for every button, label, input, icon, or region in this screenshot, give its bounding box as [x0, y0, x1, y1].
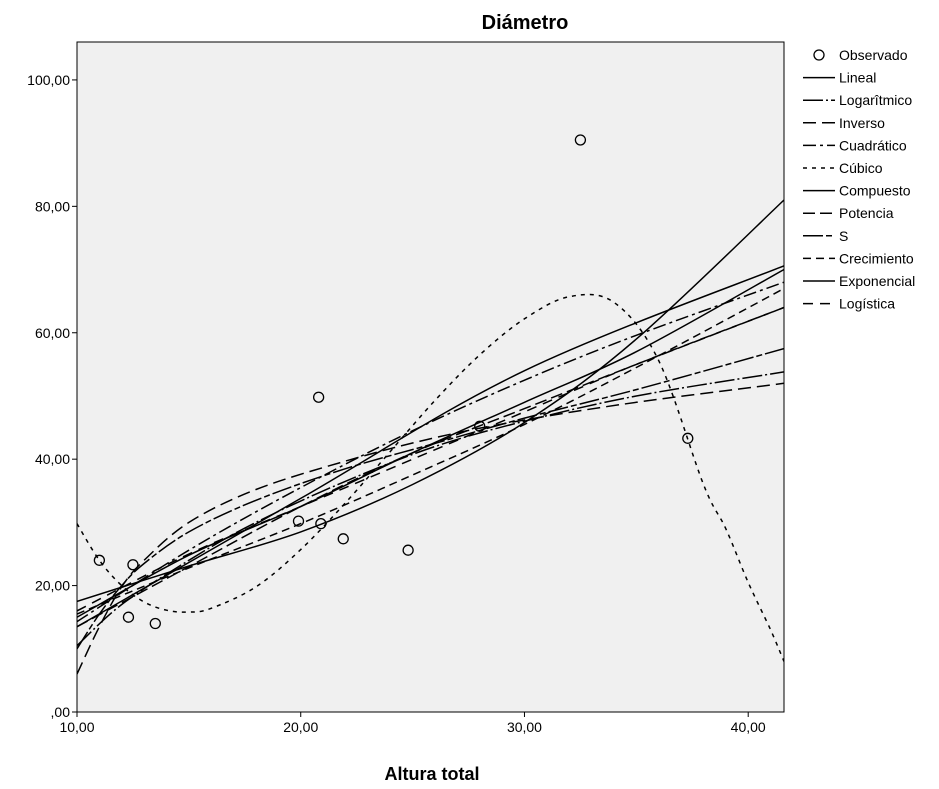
- observed-points: [93, 134, 694, 630]
- observed-point: [292, 515, 305, 527]
- legend-item-logistica: Logística: [803, 296, 895, 312]
- legend: Observado Lineal Logarîtmico Inverso Cuadrát…: [803, 47, 915, 312]
- legend-item-s: S: [803, 228, 848, 244]
- curve-exponencial: [77, 268, 784, 618]
- y-tick-label: 40,00: [35, 451, 70, 467]
- legend-label: Crecimiento: [839, 250, 914, 266]
- legend-item-exponencial: Exponencial: [803, 273, 915, 289]
- legend-label: Potencia: [839, 205, 894, 221]
- legend-label: Logarîtmico: [839, 92, 912, 108]
- y-tick-label: 60,00: [35, 325, 70, 341]
- observed-point: [312, 391, 325, 403]
- curve-crecimiento: [77, 287, 784, 615]
- x-tick-label: 30,00: [507, 719, 542, 735]
- x-axis-title: Altura total: [384, 764, 479, 784]
- curve-logaritmico: [77, 371, 784, 647]
- y-tick-label: 100,00: [27, 72, 70, 88]
- curve-cubico: [77, 293, 784, 662]
- observed-point: [149, 617, 161, 630]
- y-tick-label: 20,00: [35, 578, 70, 594]
- legend-label: S: [839, 228, 848, 244]
- observed-point: [682, 432, 694, 444]
- legend-item-cubico: Cúbico: [803, 160, 883, 176]
- observed-point: [402, 544, 414, 556]
- observed-point: [93, 554, 106, 566]
- x-tick-label: 40,00: [731, 719, 766, 735]
- legend-label: Exponencial: [839, 273, 915, 289]
- plot-frame: [76, 41, 785, 713]
- legend-label: Logística: [839, 296, 895, 312]
- legend-marker: [813, 49, 825, 61]
- x-tick-label: 10,00: [59, 719, 94, 735]
- legend-item-crecimiento: Crecimiento: [803, 250, 914, 266]
- legend-label: Cuadrático: [839, 137, 907, 153]
- x-axis: 10,00 20,00 30,00 40,00: [59, 712, 766, 735]
- observed-point: [315, 517, 327, 530]
- observed-point: [127, 559, 139, 571]
- legend-item-lineal: Lineal: [803, 70, 876, 86]
- legend-label: Compuesto: [839, 183, 911, 199]
- curve-s: [77, 347, 784, 650]
- y-axis: ,00 20,00 40,00 60,00 80,00 100,00: [27, 72, 77, 720]
- curve-cuadratico: [77, 281, 784, 623]
- y-tick-label: 80,00: [35, 198, 70, 214]
- legend-label: Cúbico: [839, 160, 883, 176]
- legend-item-compuesto: Compuesto: [803, 183, 911, 199]
- observed-point: [122, 611, 135, 623]
- legend-item-cuadratico: Cuadrático: [803, 137, 907, 153]
- curve-logistica: [77, 306, 784, 612]
- observed-point: [474, 420, 486, 432]
- observed-point: [337, 533, 349, 545]
- legend-label: Observado: [839, 47, 908, 63]
- y-tick-label: ,00: [51, 704, 71, 720]
- observed-point: [574, 134, 587, 146]
- legend-label: Inverso: [839, 115, 885, 131]
- legend-item-logaritmico: Logarîtmico: [803, 92, 912, 108]
- curve-layer: [77, 199, 784, 675]
- legend-label: Lineal: [839, 70, 876, 86]
- legend-item-inverso: Inverso: [803, 115, 885, 131]
- x-tick-label: 20,00: [283, 719, 318, 735]
- chart-title: Diámetro: [482, 12, 569, 34]
- legend-item-potencia: Potencia: [803, 205, 894, 221]
- legend-item-observado: Observado: [813, 47, 908, 63]
